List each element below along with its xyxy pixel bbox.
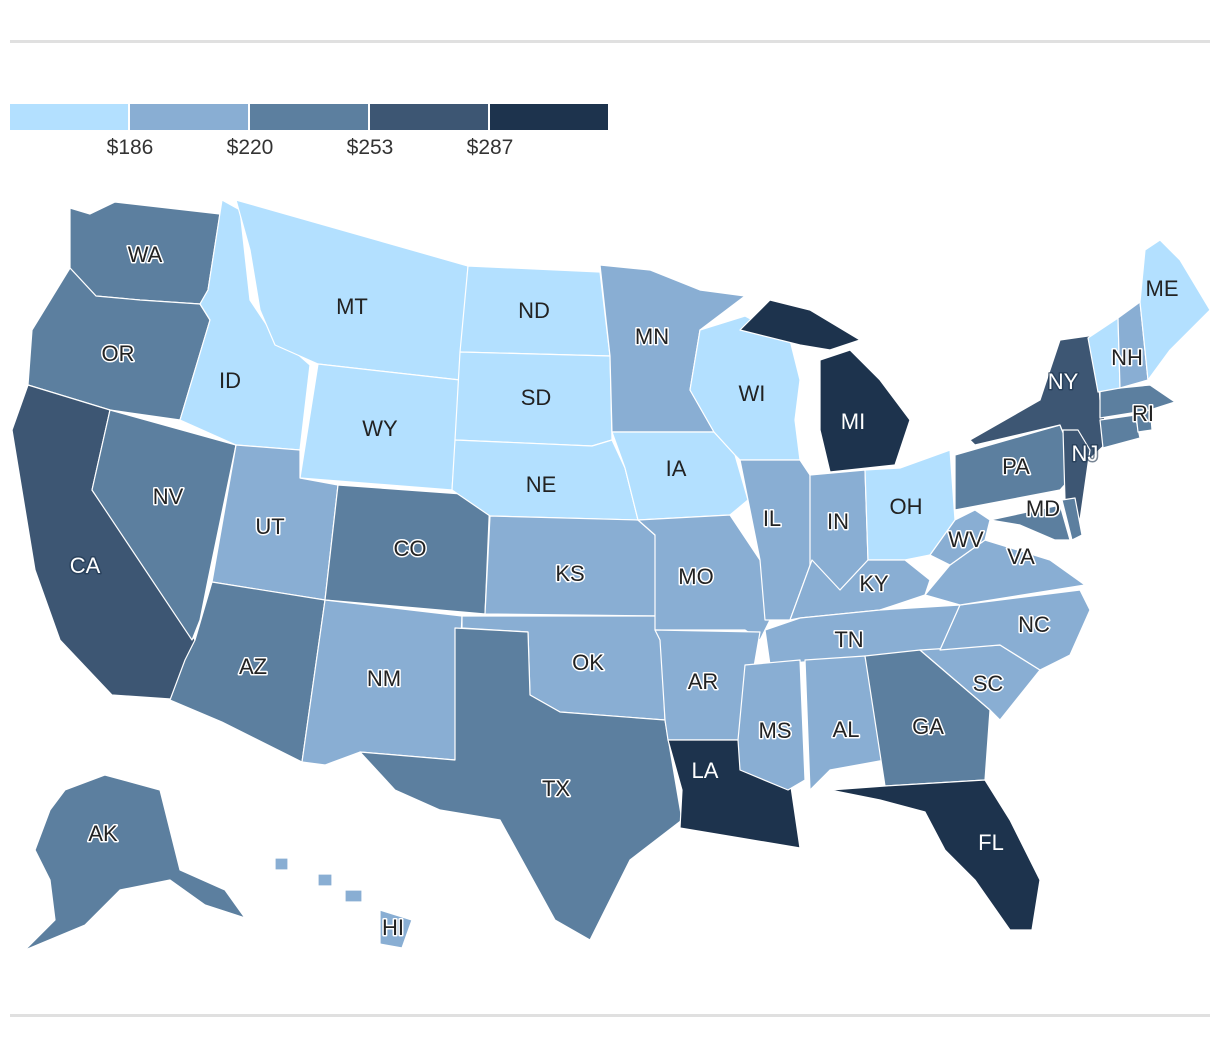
legend-tick-3: $253 bbox=[346, 136, 394, 159]
state-label-va: VA bbox=[1007, 544, 1035, 569]
state-label-ar: AR bbox=[688, 669, 719, 694]
state-mo[interactable] bbox=[637, 514, 781, 641]
legend-bin-2 bbox=[130, 104, 248, 130]
state-label-ok: OK bbox=[572, 650, 604, 675]
bottom-divider bbox=[10, 1014, 1210, 1017]
state-label-md: MD bbox=[1026, 496, 1060, 521]
state-label-hi: HI bbox=[382, 915, 404, 940]
state-mi[interactable] bbox=[739, 299, 911, 473]
state-ak[interactable] bbox=[24, 774, 246, 951]
state-label-nm: NM bbox=[367, 666, 401, 691]
state-label-ky: KY bbox=[859, 571, 889, 596]
state-ms[interactable] bbox=[737, 659, 806, 791]
state-label-mn: MN bbox=[635, 324, 669, 349]
state-label-ut: UT bbox=[255, 514, 284, 539]
state-label-tn: TN bbox=[834, 627, 863, 652]
legend-tick-4: $287 bbox=[466, 136, 514, 159]
state-hi[interactable] bbox=[274, 857, 413, 949]
state-label-co: CO bbox=[394, 536, 427, 561]
state-nj[interactable] bbox=[1062, 429, 1091, 521]
state-label-nd: ND bbox=[518, 298, 550, 323]
state-label-ri: RI bbox=[1132, 401, 1154, 426]
state-label-ny: NY bbox=[1048, 369, 1079, 394]
state-label-ga: GA bbox=[912, 714, 944, 739]
state-label-or: OR bbox=[102, 341, 135, 366]
state-label-me: ME bbox=[1146, 276, 1179, 301]
state-al[interactable] bbox=[804, 655, 886, 791]
state-ma[interactable] bbox=[1099, 384, 1176, 419]
state-label-la: LA bbox=[692, 758, 719, 783]
color-legend: $186 $220 $253 $287 bbox=[10, 104, 610, 164]
state-label-in: IN bbox=[827, 509, 849, 534]
state-tx[interactable] bbox=[359, 627, 683, 941]
state-label-il: IL bbox=[763, 506, 781, 531]
state-ct[interactable] bbox=[1099, 414, 1141, 449]
state-nc[interactable] bbox=[939, 589, 1091, 671]
state-label-sc: SC bbox=[973, 671, 1004, 696]
state-label-wv: WV bbox=[948, 527, 984, 552]
state-label-ks: KS bbox=[555, 561, 584, 586]
legend-bin-3 bbox=[250, 104, 368, 130]
state-label-nh: NH bbox=[1111, 345, 1143, 370]
state-label-nc: NC bbox=[1018, 612, 1050, 637]
state-label-ia: IA bbox=[666, 456, 687, 481]
state-label-oh: OH bbox=[890, 494, 923, 519]
state-md[interactable] bbox=[989, 504, 1071, 541]
state-label-nj: NJ bbox=[1072, 441, 1099, 466]
legend-bin-1 bbox=[10, 104, 128, 130]
state-label-tx: TX bbox=[542, 776, 570, 801]
state-label-mi: MI bbox=[841, 409, 865, 434]
legend-bin-4 bbox=[370, 104, 488, 130]
top-divider bbox=[10, 40, 1210, 43]
state-label-sd: SD bbox=[521, 385, 552, 410]
state-label-wy: WY bbox=[362, 416, 398, 441]
state-label-pa: PA bbox=[1002, 454, 1030, 479]
state-label-ca: CA bbox=[70, 553, 101, 578]
state-label-mt: MT bbox=[336, 294, 368, 319]
state-me[interactable] bbox=[1139, 239, 1211, 381]
state-label-ne: NE bbox=[526, 472, 557, 497]
state-de[interactable] bbox=[1061, 497, 1083, 541]
legend-tick-1: $186 bbox=[106, 136, 154, 159]
state-label-wa: WA bbox=[128, 242, 163, 267]
state-label-mo: MO bbox=[678, 564, 713, 589]
state-label-ms: MS bbox=[759, 718, 792, 743]
state-label-al: AL bbox=[833, 717, 860, 742]
state-label-nv: NV bbox=[153, 484, 184, 509]
legend-tick-2: $220 bbox=[226, 136, 274, 159]
state-label-ak: AK bbox=[88, 821, 118, 846]
state-label-id: ID bbox=[219, 368, 241, 393]
legend-bin-5 bbox=[490, 104, 608, 130]
state-label-fl: FL bbox=[978, 830, 1004, 855]
state-fl[interactable] bbox=[829, 779, 1041, 931]
state-label-wi: WI bbox=[739, 381, 766, 406]
state-label-az: AZ bbox=[239, 654, 267, 679]
